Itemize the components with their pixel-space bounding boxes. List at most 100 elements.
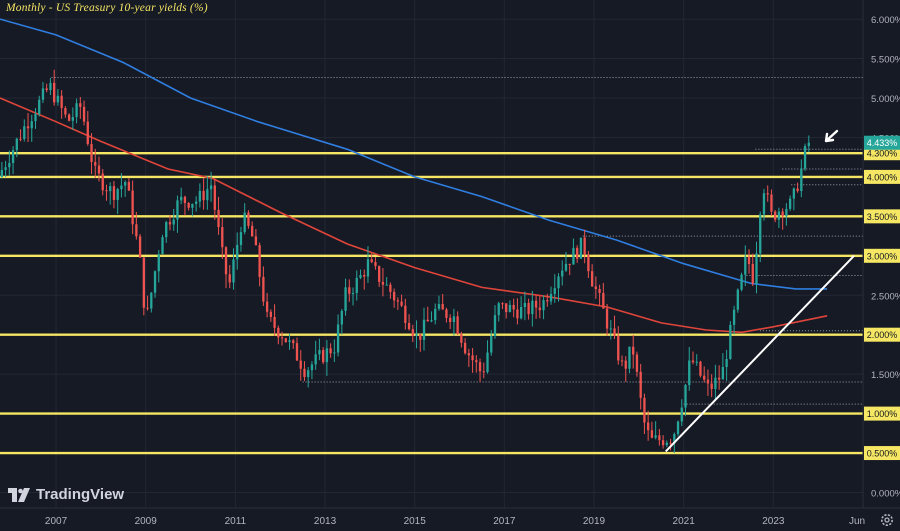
gear-icon[interactable] bbox=[879, 512, 895, 528]
candle-down bbox=[568, 263, 571, 265]
candle-down bbox=[624, 360, 627, 369]
candle-down bbox=[67, 114, 71, 121]
candle-down bbox=[426, 319, 429, 322]
candle-up bbox=[561, 270, 564, 277]
candle-down bbox=[363, 274, 366, 277]
candle-up bbox=[729, 324, 732, 359]
level-tag-label: 3.500% bbox=[867, 212, 898, 222]
candle-down bbox=[441, 304, 444, 310]
candle-up bbox=[725, 358, 728, 367]
candle-up bbox=[310, 364, 314, 371]
candle-down bbox=[691, 360, 695, 363]
level-tag bbox=[864, 327, 900, 342]
candle-up bbox=[792, 188, 796, 199]
candle-down bbox=[299, 360, 302, 369]
candle-down bbox=[228, 274, 231, 283]
candle-down bbox=[527, 302, 530, 315]
pointer-arrow-shape bbox=[824, 129, 839, 143]
candle-up bbox=[519, 306, 523, 319]
candle-down bbox=[516, 309, 519, 319]
candle-down bbox=[213, 185, 216, 210]
candle-down bbox=[221, 227, 224, 248]
candle-down bbox=[82, 106, 86, 122]
candle-down bbox=[613, 328, 616, 336]
candle-down bbox=[650, 430, 654, 438]
candle-up bbox=[684, 385, 687, 408]
candle-up bbox=[161, 237, 164, 255]
candle-up bbox=[236, 244, 239, 260]
candle-down bbox=[460, 333, 463, 343]
candle-down bbox=[247, 212, 250, 226]
candle-up bbox=[800, 168, 803, 192]
candle-down bbox=[45, 88, 48, 91]
candle-down bbox=[501, 303, 504, 305]
candle-down bbox=[419, 334, 422, 340]
candle-down bbox=[478, 362, 482, 372]
candle-down bbox=[717, 377, 721, 380]
level-tag bbox=[864, 169, 900, 184]
level-tag-label: 3.000% bbox=[867, 251, 898, 261]
candle-up bbox=[344, 287, 347, 311]
candle-up bbox=[359, 274, 362, 278]
candle-up bbox=[557, 276, 560, 289]
candle-down bbox=[463, 342, 467, 354]
candle-down bbox=[303, 368, 306, 378]
candle-down bbox=[269, 311, 273, 317]
candle-up bbox=[434, 308, 437, 321]
candle-down bbox=[131, 190, 134, 225]
candle-down bbox=[292, 340, 295, 344]
trendline[interactable] bbox=[665, 255, 855, 453]
candle-up bbox=[490, 335, 493, 353]
price-axis[interactable]: 6.000%5.500%5.000%4.500%4.000%3.500%3.00… bbox=[862, 0, 900, 531]
candle-up bbox=[336, 324, 340, 353]
x-tick-label: Jun bbox=[849, 516, 865, 527]
candle-up bbox=[777, 211, 781, 220]
candle-down bbox=[635, 354, 639, 372]
candle-down bbox=[112, 186, 116, 200]
ma-short-line bbox=[0, 97, 828, 334]
candle-up bbox=[736, 289, 739, 310]
candle-up bbox=[232, 259, 235, 283]
candle-up bbox=[676, 421, 680, 435]
tradingview-logo[interactable]: TradingView bbox=[8, 486, 124, 503]
candle-down bbox=[258, 245, 261, 277]
candle-down bbox=[135, 224, 138, 237]
candle-down bbox=[19, 138, 22, 140]
candle-down bbox=[538, 307, 541, 311]
time-axis[interactable]: 2007 2009 2011 2013 2015 2017 2019 2021 2023 Jun bbox=[0, 507, 900, 527]
candle-up bbox=[153, 271, 157, 293]
candle-up bbox=[688, 360, 691, 386]
candle-down bbox=[456, 316, 459, 334]
candle-up bbox=[740, 274, 743, 290]
candle-down bbox=[512, 304, 515, 310]
candle-up bbox=[15, 138, 18, 151]
candle-down bbox=[378, 266, 381, 282]
candle-up bbox=[807, 142, 810, 147]
candle-up bbox=[531, 300, 534, 315]
candle-up bbox=[34, 114, 37, 122]
candle-down bbox=[26, 126, 30, 129]
candle-up bbox=[120, 185, 123, 190]
tradingview-logo-icon bbox=[8, 487, 30, 502]
candle-down bbox=[482, 371, 485, 373]
logo-text: TradingView bbox=[36, 486, 125, 503]
level-tag-label: 0.500% bbox=[867, 449, 898, 459]
candle-down bbox=[602, 292, 605, 309]
pointer-arrow-icon bbox=[824, 129, 839, 143]
candle-down bbox=[90, 143, 93, 163]
candle-up bbox=[314, 354, 317, 365]
candle-up bbox=[695, 361, 698, 363]
candle-down bbox=[639, 371, 642, 398]
candle-up bbox=[788, 198, 792, 209]
candle-down bbox=[97, 165, 101, 174]
level-tag bbox=[864, 209, 900, 224]
candle-down bbox=[138, 236, 142, 258]
candle-up bbox=[180, 196, 183, 201]
candle-down bbox=[389, 284, 392, 292]
candle-down bbox=[703, 375, 706, 380]
candle-up bbox=[803, 146, 807, 169]
support-trendline[interactable] bbox=[665, 255, 855, 453]
candle-up bbox=[194, 201, 198, 204]
candle-down bbox=[534, 300, 538, 308]
